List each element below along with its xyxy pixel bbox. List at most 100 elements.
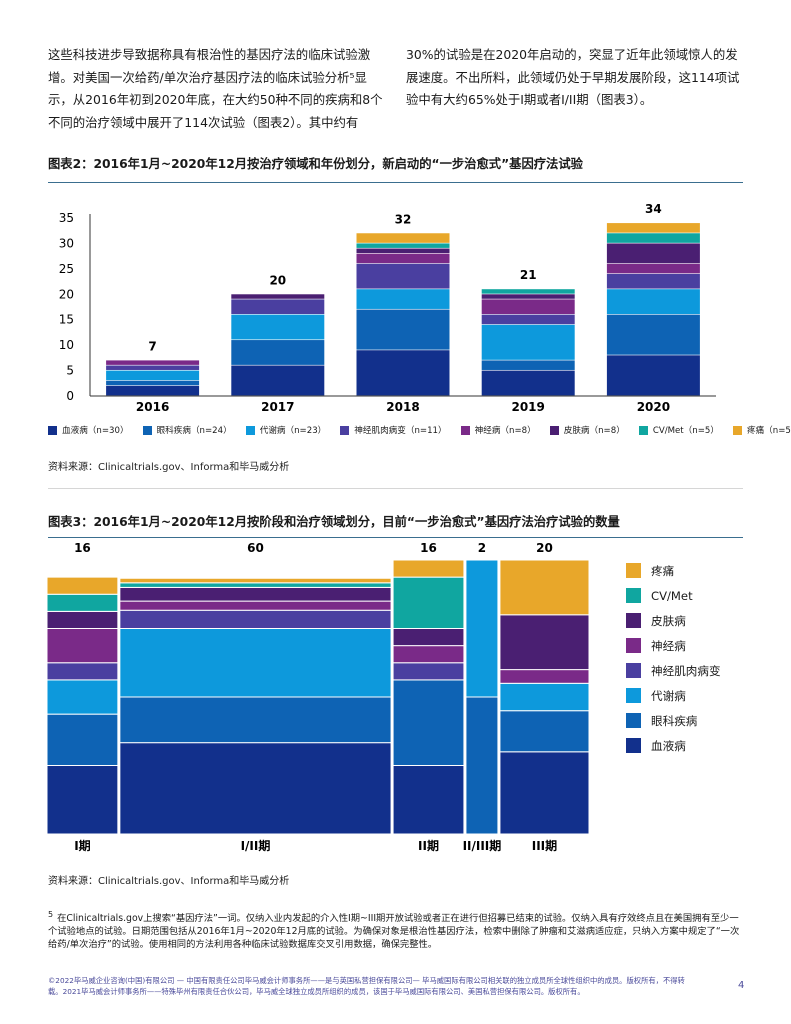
bar-segment (356, 289, 450, 309)
legend-swatch (626, 738, 641, 753)
bar-segment (231, 340, 325, 365)
bar-segment (481, 324, 575, 360)
legend-swatch (626, 713, 641, 728)
bar-segment (356, 350, 450, 396)
bar-segment (106, 365, 200, 370)
mekko-segment (392, 559, 465, 578)
bar-segment (606, 233, 700, 243)
y-tick-label: 30 (59, 236, 74, 250)
mekko-segment (119, 582, 392, 588)
bar-segment (606, 243, 700, 264)
x-tick-label: I/II期 (241, 838, 271, 853)
bar-segment (356, 309, 450, 350)
legend-label: CV/Met (651, 588, 693, 603)
mekko-segment (46, 628, 119, 664)
mekko-segment (392, 765, 465, 835)
mekko-segment (119, 696, 392, 744)
column-total-label: 20 (536, 541, 553, 555)
chart3-rule (48, 537, 743, 538)
mekko-segment (119, 600, 392, 611)
legend-label: 血液病（n=30） (62, 426, 129, 436)
bar-total-label: 21 (520, 268, 537, 282)
mekko-segment (46, 679, 119, 715)
bar-segment (231, 294, 325, 299)
mekko-segment (46, 593, 119, 612)
section-divider (48, 488, 743, 489)
legend-label: 血液病 (651, 738, 686, 753)
mekko-segment (499, 669, 590, 684)
x-tick-label: III期 (532, 838, 557, 853)
chart3-legend: 疼痛 CV/Met 皮肤病 神经病 神经肌肉病变 代谢病 眼科疾病 血液病 (626, 558, 721, 758)
legend-swatch (48, 425, 57, 435)
legend-swatch (460, 425, 470, 435)
legend-label: 神经肌肉病变（n=11） (354, 426, 447, 436)
chart3-title: 图表3：2016年1月~2020年12月按阶段和治疗领域划分，目前“一步治愈式”… (48, 515, 620, 529)
legend-label: 神经肌肉病变 (651, 663, 721, 678)
bar-segment (606, 289, 700, 315)
y-tick-label: 5 (66, 364, 74, 378)
bar-segment (231, 365, 325, 396)
bar-segment (356, 233, 450, 243)
bar-segment (356, 253, 450, 264)
mekko-segment (392, 576, 465, 629)
footnote-text: 在Clinicaltrials.gov上搜索“基因疗法”一词。仅纳入业内发起的介… (48, 913, 740, 951)
intro-left: 这些科技进步导致据称具有根治性的基因疗法的临床试验激增。对美国一次给药/单次治疗… (48, 47, 383, 130)
bar-segment (606, 273, 700, 289)
mekko-segment (392, 662, 465, 681)
mekko-segment (46, 662, 119, 681)
bar-segment (606, 355, 700, 396)
x-tick-label: 2016 (136, 400, 169, 414)
legend-swatch (626, 688, 641, 703)
legend-item: 神经肌肉病变（n=11） (340, 424, 447, 436)
legend-item: 神经肌肉病变 (626, 658, 721, 683)
mekko-segment (499, 614, 590, 671)
footnote: 5 在Clinicaltrials.gov上搜索“基因疗法”一词。仅纳入业内发起的… (48, 908, 743, 951)
legend-label: 疼痛（n=5） (746, 426, 791, 436)
chart2-title: 图表2：2016年1月~2020年12月按治疗领域和年份划分，新启动的“一步治愈… (48, 157, 583, 171)
y-tick-label: 25 (59, 262, 74, 276)
mekko-segment (392, 645, 465, 664)
chart2-source: 资料来源：Clinicaltrials.gov、Informa和毕马威分析 (48, 462, 290, 473)
mekko-segment (46, 765, 119, 835)
legend-item: CV/Met（n=5） (638, 424, 719, 436)
legend-item: 神经病 (626, 633, 721, 658)
bar-total-label: 32 (395, 212, 412, 226)
x-tick-label: 2017 (261, 400, 294, 414)
legend-label: 眼科疾病（n=24） (156, 426, 232, 436)
copyright: ©2022毕马威企业咨询(中国)有限公司 — 中国有限责任公司毕马威会计师事务所… (48, 976, 685, 996)
legend-item: 眼科疾病 (626, 708, 721, 733)
legend-item: CV/Met (626, 583, 721, 608)
legend-swatch (245, 425, 255, 435)
bar-segment (606, 314, 700, 355)
legend-label: CV/Met（n=5） (652, 426, 719, 436)
bar-segment (106, 370, 200, 381)
bar-segment (481, 294, 575, 299)
y-tick-label: 10 (59, 338, 74, 352)
legend-item: 神经病（n=8） (460, 424, 536, 436)
mekko-segment (499, 682, 590, 712)
bar-segment (106, 360, 200, 365)
bar-segment (231, 299, 325, 315)
bar-total-label: 7 (148, 339, 156, 353)
bar-segment (356, 248, 450, 253)
legend-label: 眼科疾病 (651, 713, 698, 728)
chart3-source: 资料来源：Clinicaltrials.gov、Informa和毕马威分析 (48, 876, 290, 887)
x-tick-label: 2020 (637, 400, 670, 414)
legend-swatch (340, 425, 350, 435)
bar-segment (356, 243, 450, 248)
bar-segment (481, 299, 575, 315)
legend-item: 血液病 (626, 733, 721, 758)
legend-label: 神经病（n=8） (474, 426, 536, 436)
legend-item: 血液病（n=30） (48, 424, 129, 436)
legend-item: 代谢病（n=23） (245, 424, 326, 436)
mekko-segment (392, 679, 465, 766)
bar-segment (231, 314, 325, 340)
bar-segment (356, 263, 450, 289)
legend-swatch (142, 425, 152, 435)
x-tick-label: 2018 (386, 400, 419, 414)
column-total-label: 16 (420, 541, 437, 555)
legend-item: 皮肤病（n=8） (549, 424, 625, 436)
x-tick-label: 2019 (511, 400, 544, 414)
y-tick-label: 20 (59, 287, 74, 301)
bar-segment (606, 263, 700, 274)
